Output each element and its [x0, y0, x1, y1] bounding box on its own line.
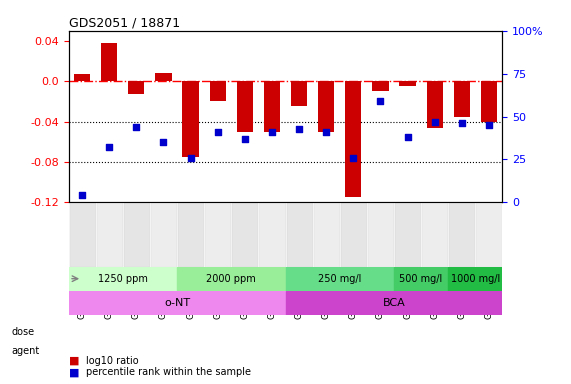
Text: 1000 mg/l: 1000 mg/l: [451, 274, 500, 284]
Bar: [318, 81, 335, 132]
Point: [267, 129, 276, 135]
Bar: [448, 202, 476, 266]
Bar: [96, 202, 123, 266]
Bar: [481, 81, 497, 122]
Point: [376, 98, 385, 104]
Text: agent: agent: [11, 346, 39, 356]
Point: [349, 155, 358, 161]
Text: o-NT: o-NT: [164, 298, 190, 308]
Text: dose: dose: [11, 327, 34, 337]
Text: 500 mg/l: 500 mg/l: [400, 274, 443, 284]
Point: [240, 136, 250, 142]
Bar: [128, 81, 144, 94]
Bar: [394, 266, 448, 291]
Point: [186, 155, 195, 161]
Bar: [123, 202, 150, 266]
Bar: [177, 202, 204, 266]
Text: 1250 ppm: 1250 ppm: [98, 274, 148, 284]
Bar: [286, 291, 502, 315]
Bar: [155, 73, 172, 81]
Text: BCA: BCA: [383, 298, 405, 308]
Point: [295, 126, 304, 132]
Bar: [345, 81, 361, 197]
Text: GDS2051 / 18871: GDS2051 / 18871: [69, 17, 180, 30]
Bar: [448, 266, 502, 291]
Point: [159, 139, 168, 145]
Bar: [69, 202, 96, 266]
Bar: [427, 81, 443, 127]
Point: [104, 144, 114, 151]
Bar: [210, 81, 226, 101]
Bar: [150, 202, 177, 266]
Bar: [74, 74, 90, 81]
Bar: [231, 202, 258, 266]
Bar: [177, 266, 286, 291]
Bar: [264, 81, 280, 132]
Bar: [475, 202, 502, 266]
Bar: [183, 81, 199, 157]
Point: [213, 129, 222, 135]
Point: [78, 192, 87, 199]
Point: [403, 134, 412, 140]
Point: [457, 120, 467, 126]
Text: percentile rank within the sample: percentile rank within the sample: [86, 367, 251, 377]
Point: [430, 119, 439, 125]
Point: [132, 124, 141, 130]
Text: 250 mg/l: 250 mg/l: [318, 274, 361, 284]
Bar: [286, 266, 394, 291]
Text: ■: ■: [69, 367, 79, 377]
Bar: [313, 202, 340, 266]
Point: [484, 122, 493, 128]
Bar: [454, 81, 470, 116]
Bar: [237, 81, 253, 132]
Bar: [367, 202, 394, 266]
Bar: [400, 81, 416, 86]
Bar: [101, 43, 118, 81]
Bar: [204, 202, 231, 266]
Text: ■: ■: [69, 356, 79, 366]
Bar: [372, 81, 389, 91]
Bar: [258, 202, 286, 266]
Bar: [340, 202, 367, 266]
Bar: [69, 291, 286, 315]
Bar: [286, 202, 313, 266]
Bar: [394, 202, 421, 266]
Text: log10 ratio: log10 ratio: [86, 356, 138, 366]
Bar: [69, 266, 177, 291]
Bar: [421, 202, 448, 266]
Point: [321, 129, 331, 135]
Text: 2000 ppm: 2000 ppm: [206, 274, 256, 284]
Bar: [291, 81, 307, 106]
